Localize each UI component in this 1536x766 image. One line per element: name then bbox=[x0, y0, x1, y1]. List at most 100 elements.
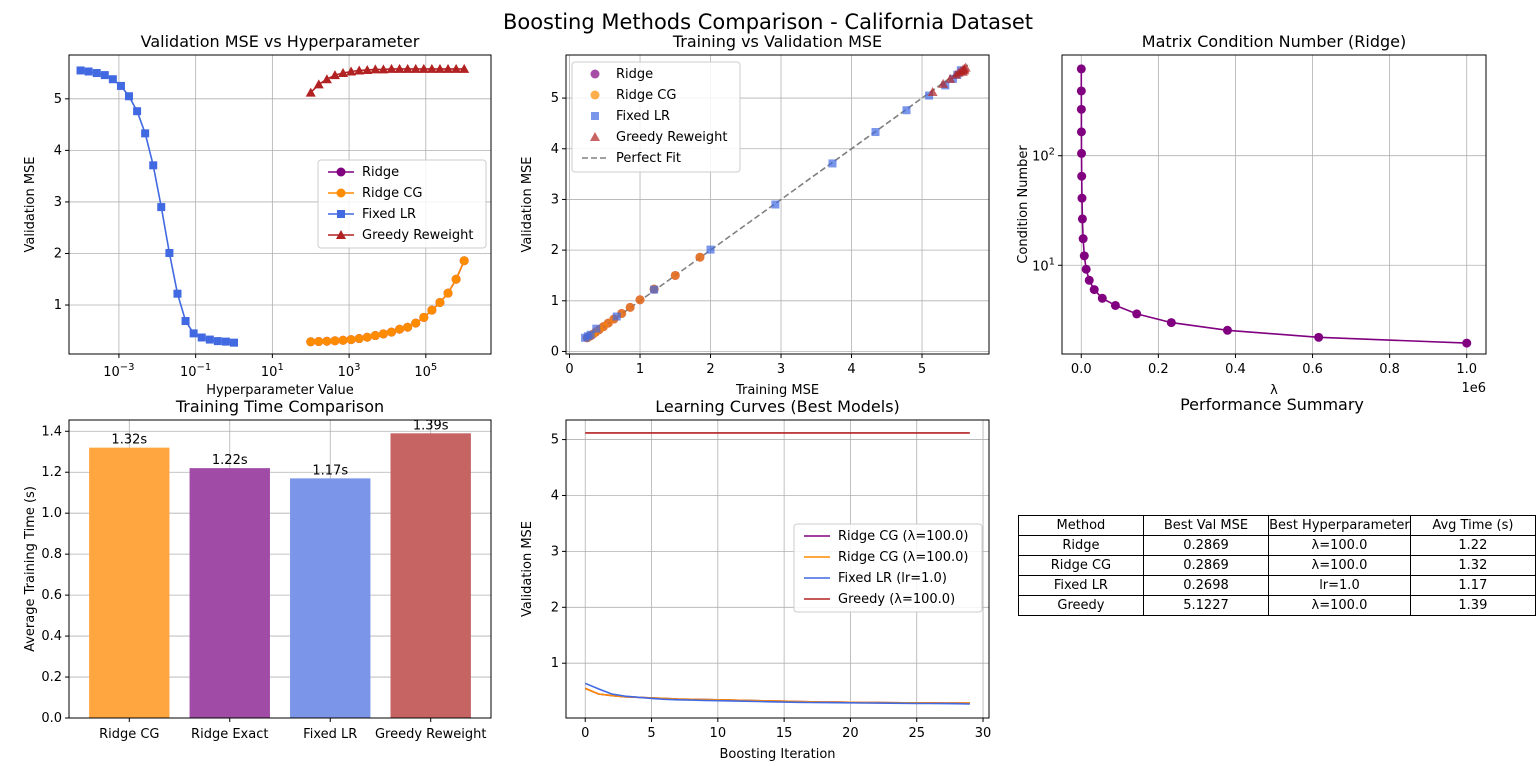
plot-area bbox=[76, 63, 470, 347]
data-point bbox=[378, 329, 388, 339]
bar-value-label: 1.22s bbox=[212, 453, 248, 468]
data-point bbox=[586, 330, 595, 339]
data-point bbox=[435, 297, 445, 307]
y-tick-label: 2 bbox=[54, 246, 62, 261]
data-point bbox=[149, 161, 158, 170]
data-point bbox=[213, 337, 222, 346]
data-point bbox=[338, 68, 349, 78]
chart-val-mse-vs-hyper: Validation MSE vs Hyperparameter Hyperpar… bbox=[23, 32, 492, 398]
data-point bbox=[124, 92, 133, 101]
table-cell: 1.22 bbox=[1409, 535, 1536, 556]
data-point bbox=[1462, 338, 1472, 348]
data-point bbox=[1077, 193, 1087, 203]
chart-title: Matrix Condition Number (Ridge) bbox=[1142, 32, 1406, 51]
chart-train-vs-val: Training vs Validation MSE Training MSE Va… bbox=[520, 32, 990, 398]
data-point bbox=[1079, 251, 1089, 261]
data-point bbox=[938, 78, 949, 88]
series-line bbox=[1080, 68, 1467, 344]
data-point bbox=[1132, 309, 1142, 319]
table-cell: λ=100.0 bbox=[1268, 595, 1411, 616]
table-header-cell: Best Val MSE bbox=[1142, 515, 1270, 536]
data-point bbox=[871, 128, 880, 137]
data-point bbox=[329, 70, 340, 80]
y-tick-label: 3 bbox=[54, 195, 62, 210]
legend: Ridge Ridge CG Fixed LR Greedy Reweight Perf… bbox=[571, 61, 741, 173]
data-point bbox=[1081, 264, 1091, 274]
data-point bbox=[230, 338, 239, 347]
y-tick-label: 101 bbox=[1032, 256, 1055, 274]
data-point bbox=[84, 67, 93, 76]
legend-label: Fixed LR bbox=[616, 109, 670, 124]
bar bbox=[390, 433, 471, 718]
y-tick-label: 1.2 bbox=[41, 465, 62, 480]
x-tick-label: 2 bbox=[706, 362, 714, 377]
y-tick-label: 0.4 bbox=[41, 629, 62, 644]
data-point bbox=[410, 63, 421, 73]
table-row: Greedy 5.1227 λ=100.0 1.39 bbox=[1018, 595, 1536, 616]
table-cell: lr=1.0 bbox=[1268, 575, 1411, 596]
data-point bbox=[1078, 234, 1088, 244]
chart-learning-curves: Learning Curves (Best Models) Boosting It… bbox=[520, 397, 991, 762]
data-point bbox=[625, 302, 635, 312]
plot-frame bbox=[1061, 54, 1487, 355]
legend-marker bbox=[336, 167, 346, 177]
x-tick-label: 15 bbox=[776, 726, 793, 741]
data-point bbox=[612, 312, 621, 321]
y-tick-label: 5 bbox=[54, 92, 62, 107]
data-point bbox=[141, 129, 150, 138]
chart-title: Learning Curves (Best Models) bbox=[655, 397, 900, 416]
data-point bbox=[189, 329, 198, 338]
data-point bbox=[771, 200, 780, 209]
figure-title: Boosting Methods Comparison - California… bbox=[502, 10, 1034, 34]
y-axis-label: Validation MSE bbox=[520, 156, 535, 252]
data-point bbox=[403, 322, 413, 332]
data-point bbox=[927, 86, 938, 96]
y-tick-label: 5 bbox=[551, 91, 559, 106]
x-axis-label: λ bbox=[1270, 383, 1278, 398]
legend-marker bbox=[591, 112, 599, 120]
bar bbox=[290, 478, 371, 718]
data-point bbox=[945, 73, 956, 83]
data-point bbox=[1084, 275, 1094, 285]
data-point bbox=[386, 63, 397, 73]
x-tick-label: Greedy Reweight bbox=[375, 727, 486, 742]
data-point bbox=[411, 318, 421, 328]
data-point bbox=[459, 256, 469, 266]
data-point bbox=[305, 87, 316, 97]
table-cell: λ=100.0 bbox=[1268, 535, 1411, 556]
data-point bbox=[1076, 86, 1086, 96]
series bbox=[927, 62, 971, 96]
x-tick-label: 0.6 bbox=[1302, 362, 1323, 377]
legend-marker bbox=[336, 230, 346, 239]
data-point bbox=[418, 63, 429, 73]
table-header-cell: Method bbox=[1018, 515, 1144, 536]
data-point bbox=[205, 335, 214, 344]
plot-frame bbox=[565, 54, 990, 355]
data-point bbox=[362, 332, 372, 342]
bar bbox=[89, 447, 170, 718]
table-cell: λ=100.0 bbox=[1268, 555, 1411, 576]
bar-value-label: 1.17s bbox=[312, 463, 348, 478]
data-point bbox=[1314, 332, 1324, 342]
x-tick-label: 101 bbox=[261, 362, 284, 380]
table-header-cell: Avg Time (s) bbox=[1409, 515, 1536, 536]
data-point bbox=[313, 79, 324, 89]
y-tick-label: 0.0 bbox=[41, 711, 62, 726]
y-tick-label: 1 bbox=[54, 298, 62, 313]
legend-marker bbox=[590, 90, 600, 100]
data-point bbox=[1077, 148, 1087, 158]
legend-marker bbox=[590, 132, 600, 141]
x-tick-label: 103 bbox=[338, 362, 361, 380]
data-point bbox=[419, 312, 429, 322]
data-point bbox=[108, 75, 117, 84]
x-tick-label: 5 bbox=[647, 726, 655, 741]
table-cell: 0.2698 bbox=[1142, 575, 1270, 596]
table-cell: 1.39 bbox=[1409, 595, 1536, 616]
y-axis-label: Condition Number bbox=[1016, 145, 1031, 264]
series bbox=[584, 687, 970, 704]
data-point bbox=[76, 66, 85, 75]
series-line bbox=[584, 682, 970, 705]
table-row: Ridge 0.2869 λ=100.0 1.22 bbox=[1018, 535, 1536, 556]
legend-box bbox=[571, 61, 741, 173]
